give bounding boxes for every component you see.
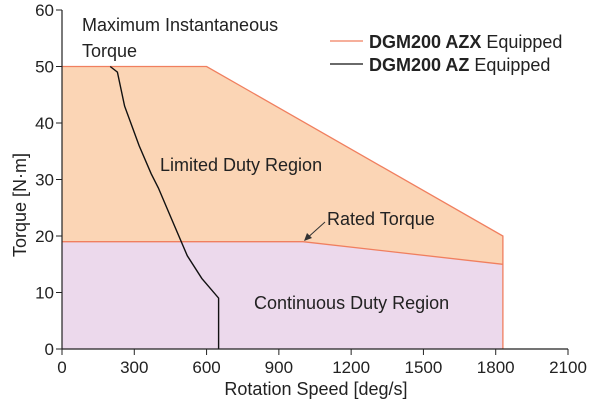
legend: DGM200 AZX Equipped DGM200 AZ Equipped [330, 32, 562, 75]
x-tick-label: 600 [192, 358, 220, 377]
legend-azx-bold: DGM200 AZX [369, 32, 481, 52]
x-tick-label: 0 [57, 358, 66, 377]
y-axis-title: Torque [N·m] [10, 153, 30, 257]
continuous-duty-region-label: Continuous Duty Region [254, 293, 449, 313]
lines-layer [62, 65, 504, 349]
y-tick-label: 40 [35, 114, 54, 133]
legend-azx-label: DGM200 AZX Equipped [369, 32, 562, 52]
continuous-duty-region [62, 241, 503, 349]
ticks-layer: 0 300 600 900 1200 1500 1800 2100 0 10 20 30 40 50 60 [35, 1, 587, 377]
legend-az-bold: DGM200 AZ [369, 55, 469, 75]
x-tick-label: 1200 [332, 358, 370, 377]
max-torque-annotation-line2: Torque [82, 41, 137, 61]
y-tick-label: 20 [35, 227, 54, 246]
rated-torque-annotation: Rated Torque [327, 209, 435, 229]
x-tick-label: 300 [120, 358, 148, 377]
legend-az-suffix: Equipped [469, 55, 550, 75]
x-axis-title: Rotation Speed [deg/s] [224, 379, 407, 399]
y-tick-label: 30 [35, 171, 54, 190]
y-tick-label: 50 [35, 58, 54, 77]
limited-duty-region-label: Limited Duty Region [160, 155, 322, 175]
x-tick-label: 1500 [405, 358, 443, 377]
max-torque-annotation-line1: Maximum Instantaneous [82, 15, 278, 35]
regions-layer [62, 66, 503, 349]
x-tick-label: 2100 [549, 358, 587, 377]
x-tick-label: 900 [265, 358, 293, 377]
az-max-torque-line [109, 65, 220, 349]
legend-azx-suffix: Equipped [481, 32, 562, 52]
y-tick-label: 0 [45, 340, 54, 359]
azx-max-torque-line [62, 65, 504, 349]
legend-az-label: DGM200 AZ Equipped [369, 55, 550, 75]
azx-rated-torque-line [62, 241, 503, 265]
rated-torque-arrow-head [304, 233, 312, 241]
x-tick-label: 1800 [477, 358, 515, 377]
y-tick-label: 10 [35, 284, 54, 303]
y-tick-label: 60 [35, 1, 54, 20]
